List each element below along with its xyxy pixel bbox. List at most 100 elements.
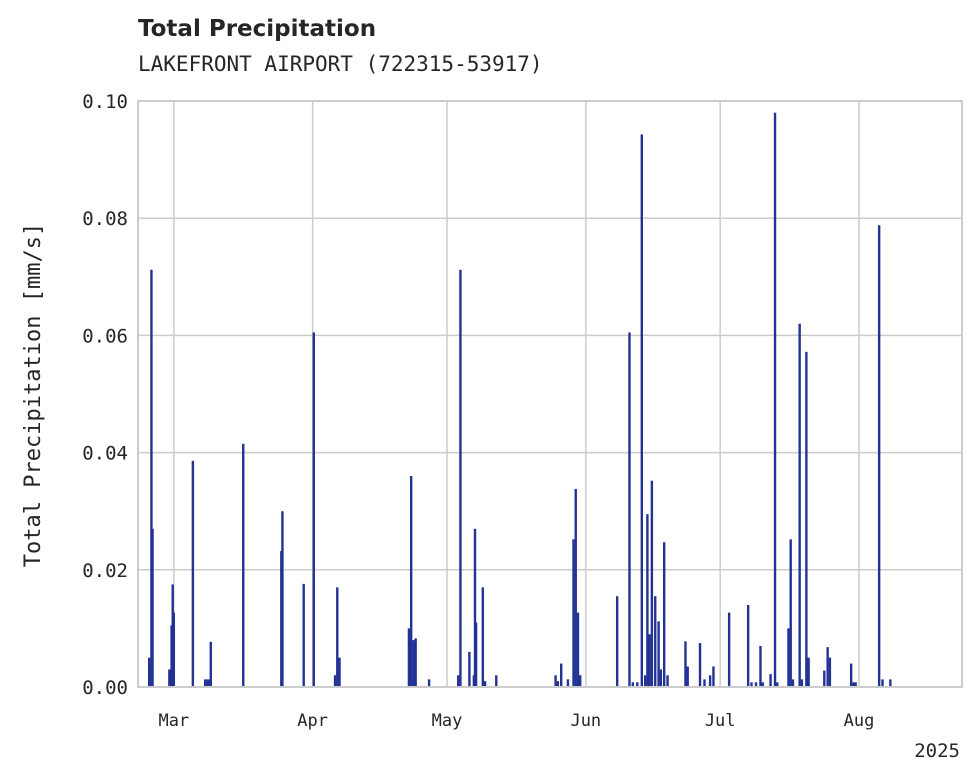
precipitation-bar [791, 679, 795, 687]
precipitation-bar [849, 663, 853, 687]
precipitation-bar [312, 332, 315, 687]
x-tick-label: Mar [158, 711, 189, 731]
precipitation-bar [333, 675, 337, 687]
x-axis-ticks: Mar Apr May Jun Jul Aug [158, 711, 874, 731]
precipitation-bar [631, 682, 635, 687]
precipitation-bar [698, 643, 702, 687]
precipitation-bar [686, 666, 689, 687]
precipitation-bar [828, 657, 832, 687]
precipitation-bar [474, 622, 478, 687]
precipitation-bar [750, 682, 753, 687]
precipitation-bar [427, 679, 431, 687]
precipitation-bar [628, 332, 631, 687]
precipitation-bar [409, 476, 413, 687]
precipitation-bar [769, 674, 772, 687]
precipitation-bar [746, 604, 750, 687]
precipitation-bar [648, 634, 651, 687]
y-tick-label: 0.08 [82, 208, 128, 230]
precipitation-bar [666, 675, 669, 687]
precipitation-bar [650, 480, 654, 687]
precipitation-bar [759, 645, 762, 687]
precipitation-bar [773, 112, 777, 688]
precipitation-bar [761, 682, 764, 687]
x-tick-label: May [432, 711, 463, 731]
y-tick-label: 0.02 [82, 560, 128, 582]
x-tick-label: Jul [705, 711, 736, 731]
precipitation-bar [787, 628, 790, 687]
precipitation-bar [712, 666, 715, 687]
precipitation-bar [727, 612, 731, 687]
precipitation-bar [657, 621, 660, 687]
precipitation-bar [703, 679, 706, 687]
precipitation-bar [754, 682, 758, 687]
precipitation-bar [473, 528, 477, 687]
precipitation-bar [659, 669, 663, 687]
precipitation-bar [191, 460, 195, 687]
precipitation-bar [168, 669, 171, 687]
precipitation-bar [852, 682, 855, 687]
chart-title: Total Precipitation [138, 16, 377, 42]
precipitation-bar [826, 647, 829, 687]
precipitation-bar [889, 679, 892, 687]
y-axis-ticks: 0.00 0.02 0.04 0.06 0.08 0.10 [82, 91, 128, 699]
precipitation-bar [147, 657, 151, 687]
precipitation-bar [643, 675, 647, 687]
precipitation-bar [576, 612, 580, 687]
precipitation-bar [566, 679, 570, 687]
x-tick-label: Aug [844, 711, 875, 731]
precipitation-bar [877, 225, 881, 687]
precipitation-bar [805, 351, 808, 687]
precipitation-bar [708, 675, 712, 687]
plot-frame [137, 100, 963, 688]
precipitation-bar [242, 443, 245, 687]
precipitation-bar [615, 596, 619, 687]
precipitation-bar [336, 587, 339, 687]
precipitation-bar [281, 511, 284, 687]
grid-lines [138, 100, 962, 688]
chart-subtitle: LAKEFRONT AIRPORT (722315-53917) [138, 52, 543, 76]
precipitation-bar [636, 682, 639, 687]
precipitation-bar [559, 663, 563, 687]
precipitation-bar [789, 539, 792, 687]
precipitation-bar [302, 583, 305, 687]
precipitation-bar [579, 675, 582, 687]
precipitation-bar [554, 675, 557, 687]
precipitation-bar [881, 679, 884, 687]
precipitation-bar [654, 596, 657, 687]
precipitation-bar [209, 641, 212, 687]
precipitation-bar [572, 539, 575, 687]
precipitation-bar [574, 488, 577, 687]
precipitation-bar [459, 269, 462, 687]
y-tick-label: 0.00 [82, 677, 128, 699]
precipitation-bar [172, 612, 176, 687]
y-tick-label: 0.04 [82, 443, 128, 465]
precipitation-bar [481, 587, 485, 687]
y-tick-label: 0.10 [82, 91, 128, 113]
x-tick-label: Apr [297, 711, 328, 731]
precipitation-bar [150, 269, 153, 687]
precipitation-bar [151, 528, 154, 687]
x-axis-offset-label: 2025 [914, 740, 960, 762]
precipitation-bar [800, 679, 804, 687]
precipitation-bar [483, 681, 487, 687]
precipitation-bar [776, 682, 779, 687]
precipitation-bar [556, 681, 560, 687]
precipitation-bars [147, 112, 892, 688]
precipitation-bar [662, 542, 666, 687]
precipitation-bar [203, 679, 207, 687]
precipitation-bar [854, 682, 857, 687]
precipitation-bar [412, 640, 415, 687]
precipitation-bar [640, 134, 644, 688]
precipitation-bar [414, 638, 417, 687]
x-tick-label: Jun [570, 711, 601, 731]
y-axis-label: Total Precipitation [mm/s] [21, 223, 46, 567]
precipitation-bar [823, 670, 826, 687]
precipitation-bar [407, 628, 411, 687]
precipitation-bar [456, 675, 460, 687]
precipitation-bar [495, 675, 498, 687]
y-tick-label: 0.06 [82, 325, 128, 347]
precipitation-bar [798, 323, 801, 687]
precipitation-bar [684, 641, 687, 687]
precipitation-bar [338, 657, 341, 687]
